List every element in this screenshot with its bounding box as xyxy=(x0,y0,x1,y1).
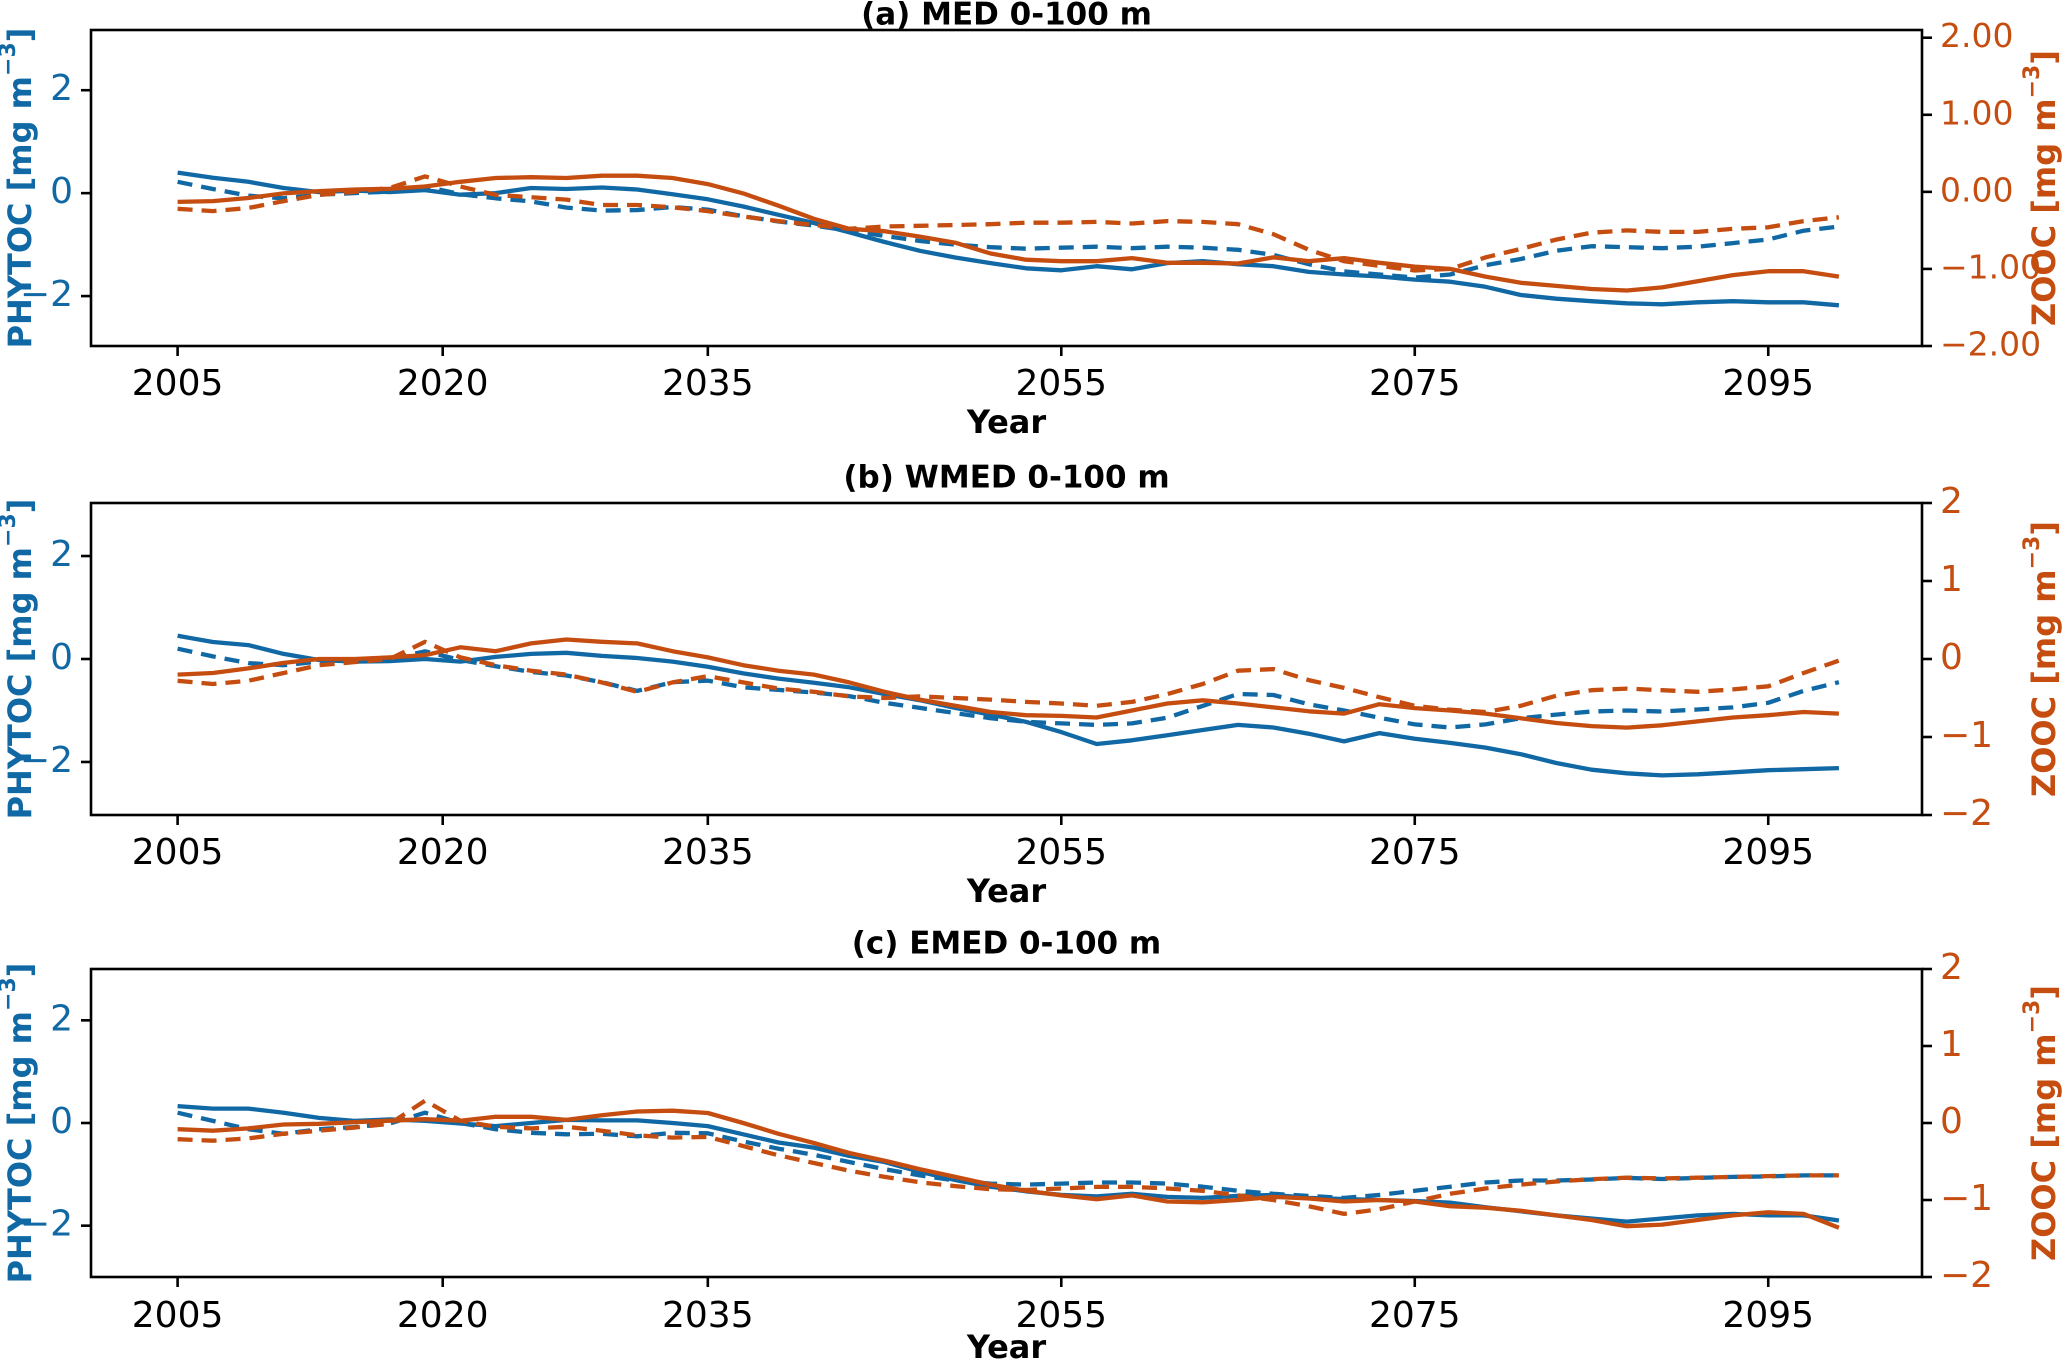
panel-b-ytick-right-label: 1 xyxy=(1940,559,1963,600)
panel-c-ytick-right-label: 2 xyxy=(1940,947,1963,988)
panel-a-axes-box xyxy=(89,28,1924,348)
panel-c-xtick-label: 2075 xyxy=(1369,1295,1461,1336)
panel-a-ytick-right-label: 1.00 xyxy=(1940,93,2013,132)
panel-b-yaxis-label-right: ZOOC [mg m−3] xyxy=(2020,521,2063,797)
panel-b-xtick-label: 2075 xyxy=(1369,832,1461,873)
panel-b-title: (b) WMED 0-100 m xyxy=(843,460,1169,496)
panel-b-xaxis-label: Year xyxy=(966,872,1047,910)
panel-c-xtick-label: 2035 xyxy=(662,1295,754,1336)
panel-c-ytick-left-label: 0 xyxy=(50,1101,73,1142)
panel-c-title: (c) EMED 0-100 m xyxy=(852,926,1161,962)
panel-c-xtick-label: 2055 xyxy=(1015,1295,1107,1336)
panel-b-zooc-dashed-line xyxy=(177,639,1840,715)
panel-a-xtick-label: 2035 xyxy=(662,363,754,404)
panel-a-xtick-label: 2095 xyxy=(1722,363,1814,404)
panel-b-zooc-solid-line xyxy=(177,637,1839,730)
panel-c-yaxis-label-right: ZOOC [mg m−3] xyxy=(2020,985,2063,1261)
panel-c-ytick-right-label: 0 xyxy=(1940,1101,1963,1142)
panel-a-ytick-right-label: −2.00 xyxy=(1940,325,2041,364)
panel-a-xtick-label: 2075 xyxy=(1369,363,1461,404)
panel-a-phytoc-dashed-line xyxy=(177,179,1840,280)
panel-b-phytoc-dashed-line xyxy=(177,646,1840,730)
panel-c-ytick-left-label: 2 xyxy=(50,998,73,1039)
panel-c-xtick-label: 2020 xyxy=(397,1295,489,1336)
panel-b-ytick-right-label: −2 xyxy=(1940,793,1993,834)
panel-b-xtick-label: 2095 xyxy=(1722,832,1814,873)
panel-a-ytick-right-label: −1.00 xyxy=(1940,247,2041,286)
panel-c-zooc-solid-line xyxy=(177,1108,1840,1230)
panel-a-title: (a) MED 0-100 m xyxy=(861,0,1152,33)
panel-c-xtick-label: 2095 xyxy=(1722,1295,1814,1336)
panel-c-xtick-label: 2005 xyxy=(132,1295,224,1336)
panel-c-phytoc-solid-line xyxy=(177,1103,1840,1224)
panel-a-phytoc-solid-line xyxy=(177,170,1840,308)
panel-a-ytick-right-label: 0.00 xyxy=(1940,170,2013,209)
panel-b-ytick-left-label: 2 xyxy=(50,534,73,575)
panel-a-ytick-right-label: 2.00 xyxy=(1940,16,2013,55)
panel-b-ytick-left-label: −2 xyxy=(20,740,73,781)
panel-b-xtick-label: 2005 xyxy=(132,832,224,873)
panel-a-xtick-label: 2055 xyxy=(1015,363,1107,404)
panel-a-xtick-label: 2020 xyxy=(397,363,489,404)
panel-a-yaxis-label-right: ZOOC [mg m−3] xyxy=(2020,50,2063,326)
panel-c-axes-box xyxy=(89,967,1924,1279)
panel-a-ytick-left-label: 2 xyxy=(50,68,73,109)
panel-a-xtick-label: 2005 xyxy=(132,363,224,404)
panel-b-ytick-right-label: 2 xyxy=(1940,481,1963,522)
panel-c-yaxis-label-left: PHYTOC [mg m−3] xyxy=(0,963,39,1284)
panel-c-xaxis-label: Year xyxy=(966,1328,1047,1359)
panel-c-phytoc-dashed-line xyxy=(177,1110,1839,1201)
panel-c-ytick-right-label: 1 xyxy=(1940,1024,1963,1065)
panel-b-ytick-right-label: −1 xyxy=(1940,715,1993,756)
panel-a-ytick-left-label: 0 xyxy=(50,171,73,212)
panel-b-yaxis-label-left: PHYTOC [mg m−3] xyxy=(0,499,39,820)
panel-b-xtick-label: 2020 xyxy=(397,832,489,873)
panel-b-xtick-label: 2035 xyxy=(662,832,754,873)
panel-b-ytick-left-label: 0 xyxy=(50,637,73,678)
panel-a-xaxis-label: Year xyxy=(966,403,1047,441)
panel-c-zooc-dashed-line xyxy=(177,1098,1839,1217)
panel-c-ytick-left-label: −2 xyxy=(20,1204,73,1245)
panel-a-yaxis-label-left: PHYTOC [mg m−3] xyxy=(0,28,39,349)
panel-c-ytick-right-label: −1 xyxy=(1940,1178,1993,1219)
panel-c-ytick-right-label: −2 xyxy=(1940,1255,1993,1296)
panel-b-xtick-label: 2055 xyxy=(1015,832,1107,873)
panel-a-ytick-left-label: −2 xyxy=(20,274,73,315)
panel-a-zooc-dashed-line xyxy=(177,174,1840,273)
panel-b-ytick-right-label: 0 xyxy=(1940,637,1963,678)
panel-b-axes-box xyxy=(89,501,1924,817)
panel-a-zooc-solid-line xyxy=(177,173,1840,293)
